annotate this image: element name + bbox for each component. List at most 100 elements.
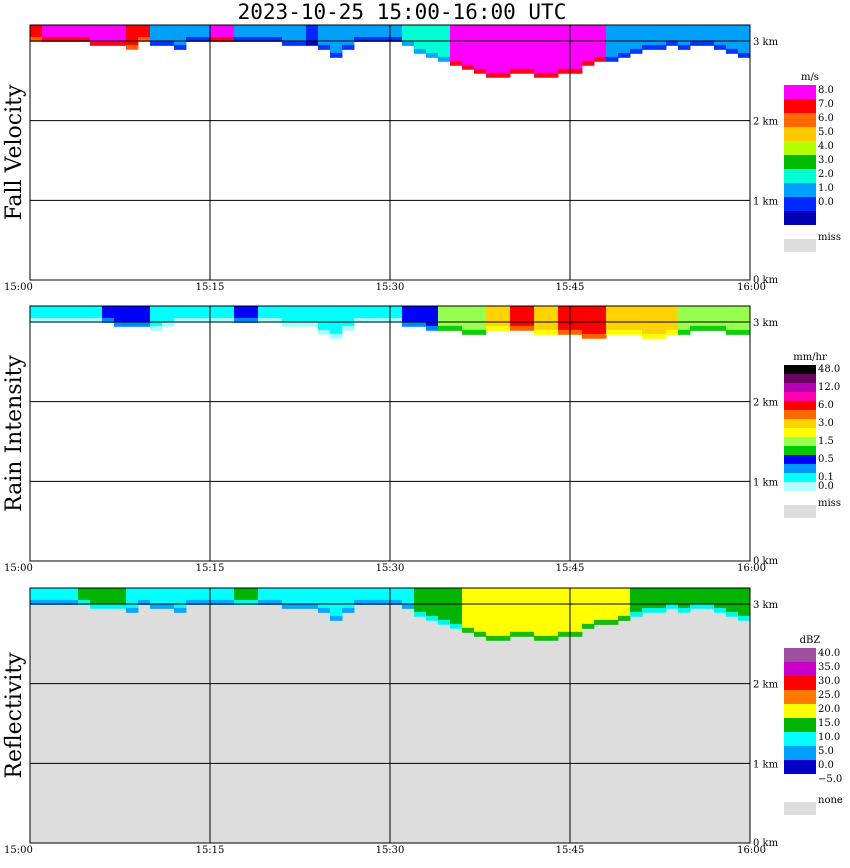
echo-column <box>690 25 703 45</box>
echo-fringe <box>534 329 547 335</box>
y-tick-label: 2 km <box>753 117 779 128</box>
x-tick-label: 15:30 <box>376 845 405 856</box>
echo-fringe <box>378 599 391 605</box>
legend-label: 6.0 <box>818 113 834 124</box>
echo-column <box>630 588 643 616</box>
echo-column <box>462 306 475 334</box>
echo-fringe <box>666 329 679 335</box>
echo-column <box>666 588 679 608</box>
echo-fringe <box>210 36 223 42</box>
echo-fringe <box>510 325 523 331</box>
echo-fringe <box>306 603 319 609</box>
echo-fringe <box>702 603 715 609</box>
echo-column <box>438 588 451 624</box>
x-tick-label: 15:00 <box>4 845 33 856</box>
echo-column <box>150 588 163 608</box>
echo-column <box>702 25 715 45</box>
echo-column <box>582 588 595 628</box>
echo-column <box>474 25 487 73</box>
echo-column <box>282 306 295 326</box>
echo-fringe <box>726 48 739 54</box>
echo-column <box>702 306 715 330</box>
echo-fringe <box>234 599 247 605</box>
grid-lines <box>30 588 750 843</box>
echo-column <box>126 588 139 612</box>
echo-column <box>450 306 463 330</box>
y-tick-label: 1 km <box>753 759 779 770</box>
echo-column <box>486 588 499 640</box>
x-tick-label: 16:00 <box>737 282 766 293</box>
echo-fringe <box>390 36 403 42</box>
echo-fringe <box>726 329 739 335</box>
legend-swatch <box>784 392 816 401</box>
echo-fringe <box>378 317 391 323</box>
echo-fringe <box>402 321 415 327</box>
echo-column <box>90 588 103 608</box>
echo-fringe <box>210 599 223 605</box>
y-axis-label: Rain Intensity <box>2 354 27 511</box>
echo-column <box>606 306 619 334</box>
echo-fringe <box>558 68 571 74</box>
legend-swatch <box>784 690 816 704</box>
echo-fringe <box>498 325 511 331</box>
echo-fringe <box>342 607 355 613</box>
echo-fringe <box>294 40 307 46</box>
echo-fringe <box>186 599 199 605</box>
echo-column <box>666 306 679 334</box>
echo-fringe <box>426 52 439 58</box>
y-tick-label: 0 km <box>753 556 779 567</box>
echo-fringe <box>570 68 583 74</box>
echo-fringe <box>714 44 727 50</box>
echo-column <box>522 306 535 330</box>
echo-fringe <box>630 48 643 54</box>
echo-column <box>294 306 307 326</box>
echo-fringe <box>126 44 139 50</box>
legend-label: 0.5 <box>818 454 834 465</box>
echo-column <box>126 25 139 49</box>
echo-column <box>546 25 559 77</box>
echo-fringe <box>42 36 55 42</box>
echo-fringe <box>594 56 607 62</box>
echo-fringe <box>114 40 127 46</box>
echo-fringe <box>150 603 163 609</box>
echo-fringe <box>738 52 751 58</box>
echo-column <box>450 25 463 65</box>
echo-fringe <box>462 64 475 70</box>
echo-column <box>714 306 727 330</box>
legend-label: 4.0 <box>818 141 834 152</box>
legend-swatch <box>784 428 816 437</box>
echo-column <box>702 588 715 608</box>
echo-fringe <box>270 36 283 42</box>
echo-column <box>162 306 175 326</box>
echo-column <box>498 25 511 77</box>
echo-fringe <box>30 599 43 605</box>
echo-column <box>402 306 415 326</box>
echo-column <box>402 25 415 45</box>
echo-fringe <box>222 599 235 605</box>
echo-fringe <box>618 615 631 621</box>
echo-fringe <box>618 329 631 335</box>
echo-column <box>114 25 127 45</box>
echo-fringe <box>690 603 703 609</box>
echo-fringe <box>138 36 151 42</box>
legend-missing-label: miss <box>818 232 841 243</box>
echo-column <box>582 25 595 65</box>
plot-frame <box>29 587 751 844</box>
echo-fringe <box>222 36 235 42</box>
echo-fringe <box>282 603 295 609</box>
echo-column <box>690 306 703 330</box>
echo-fringe <box>198 36 211 42</box>
legend-swatch <box>784 732 816 746</box>
legend-label: 5.0 <box>818 127 834 138</box>
echo-fringe <box>366 317 379 323</box>
echo-fringe <box>642 607 655 613</box>
y-tick-label: 3 km <box>753 600 779 611</box>
echo-column <box>594 588 607 624</box>
echo-fringe <box>306 321 319 327</box>
echo-column <box>522 25 535 73</box>
echo-column <box>678 306 691 334</box>
echo-fringe <box>450 623 463 629</box>
echo-fringe <box>90 603 103 609</box>
echo-column <box>150 306 163 330</box>
